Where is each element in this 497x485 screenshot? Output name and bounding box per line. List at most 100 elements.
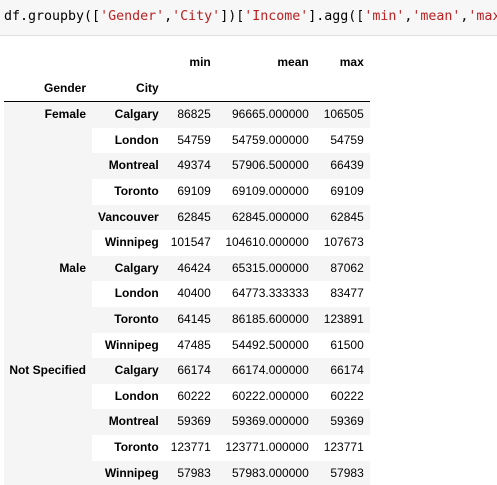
cell-mean: 57983.000000: [216, 460, 315, 485]
row-index-city: Toronto: [92, 306, 165, 333]
code-string-token: 'Gender': [100, 9, 165, 24]
code-token: ,: [460, 9, 469, 24]
table-row: Toronto 64145 86185.600000 123891: [4, 306, 370, 333]
header-blank: [92, 50, 165, 76]
code-string-token: 'mean': [412, 9, 461, 24]
row-index-city: Vancouver: [92, 204, 165, 231]
cell-max: 59369: [314, 409, 370, 435]
table-row: London 40400 64773.333333 83477: [4, 281, 370, 307]
cell-min: 49374: [164, 153, 217, 179]
row-index-city: Winnipeg: [104, 337, 159, 352]
row-index-gender: Male: [4, 255, 92, 359]
cell-mean: 86185.600000: [216, 306, 315, 333]
code-string-token: 'Income': [244, 9, 309, 24]
table-row: Montreal 59369 59369.000000 59369: [4, 409, 370, 435]
cell-max: 123891: [314, 306, 370, 333]
cell-min: 54759: [177, 132, 211, 147]
cell-max: 69109: [330, 183, 364, 198]
dataframe-body: Female Calgary 86825 96665.000000 106505 Lond…: [4, 101, 370, 485]
column-header-mean: mean: [277, 55, 309, 69]
table-row: Montreal 49374 57906.500000 66439: [4, 153, 370, 179]
cell-min: 86825: [164, 101, 217, 128]
table-row: Female Calgary 86825 96665.000000 106505: [4, 101, 370, 256]
cell-min: 60222: [177, 388, 211, 403]
row-index-city: Toronto: [114, 439, 159, 454]
table-row: Winnipeg 57983 57983.000000 57983: [4, 460, 370, 485]
cell-mean: 123771.000000: [225, 439, 309, 454]
cell-max: 87062: [314, 255, 370, 282]
code-token: ])[: [220, 9, 245, 24]
cell-mean: 104610.000000: [225, 235, 309, 250]
header-blank: [4, 50, 92, 76]
table-row: Toronto 123771 123771.000000 123771: [4, 435, 370, 461]
header-blank: [216, 75, 315, 103]
table-row: London 54759 54759.000000 54759: [4, 128, 370, 154]
cell-max: 62845: [314, 204, 370, 231]
column-header-row: min mean max: [4, 50, 370, 76]
table-row: Winnipeg 47485 54492.500000 61500: [4, 333, 370, 359]
cell-output: min mean max Gender City Female Calgary 86…: [0, 36, 497, 485]
cell-mean: 64773.333333: [232, 286, 309, 301]
cell-max: 83477: [330, 286, 364, 301]
cell-max: 54759: [330, 132, 364, 147]
row-index-gender: Female: [4, 101, 92, 256]
cell-max: 123771: [323, 439, 364, 454]
row-index-city: Calgary: [92, 358, 165, 384]
code-cell[interactable]: df.groupby(['Gender','City'])['Income'].…: [0, 0, 497, 36]
cell-min: 62845: [164, 204, 217, 231]
code-string-token: 'max': [468, 9, 497, 24]
row-index-city: London: [114, 286, 159, 301]
column-header-min: min: [189, 55, 211, 69]
row-index-city: London: [114, 132, 159, 147]
row-index-city: London: [114, 388, 159, 403]
index-name-city: City: [92, 75, 165, 103]
row-index-city: Montreal: [92, 153, 165, 179]
code-token: df.groupby([: [4, 9, 101, 24]
dataframe-table: min mean max Gender City Female Calgary 86…: [4, 50, 370, 485]
table-row: Toronto 69109 69109.000000 69109: [4, 179, 370, 205]
cell-max: 61500: [330, 337, 364, 352]
index-name-row: Gender City: [4, 75, 370, 103]
table-row: London 60222 60222.000000 60222: [4, 384, 370, 410]
cell-mean: 96665.000000: [216, 101, 315, 128]
code-string-token: 'min': [364, 9, 405, 24]
code-token: ,: [164, 9, 173, 24]
cell-min: 66174: [164, 358, 217, 384]
cell-min: 101547: [170, 235, 211, 250]
cell-mean: 69109.000000: [232, 183, 309, 198]
header-blank: [314, 75, 370, 103]
cell-min: 40400: [177, 286, 211, 301]
header-blank: [164, 75, 217, 103]
cell-max: 66174: [314, 358, 370, 384]
cell-mean: 66174.000000: [216, 358, 315, 384]
cell-min: 123771: [170, 439, 211, 454]
cell-max: 106505: [314, 101, 370, 128]
cell-max: 66439: [314, 153, 370, 179]
row-index-city: Montreal: [92, 409, 165, 435]
cell-mean: 62845.000000: [216, 204, 315, 231]
row-index-city: Winnipeg: [104, 235, 159, 250]
cell-mean: 60222.000000: [232, 388, 309, 403]
cell-mean: 57906.500000: [216, 153, 315, 179]
cell-max: 60222: [330, 388, 364, 403]
cell-mean: 54492.500000: [232, 337, 309, 352]
cell-min: 59369: [164, 409, 217, 435]
code-token: ].agg([: [308, 9, 365, 24]
cell-min: 57983: [164, 460, 217, 485]
table-row: Not Specified Calgary 66174 66174.000000 661…: [4, 358, 370, 485]
cell-max: 57983: [314, 460, 370, 485]
cell-min: 47485: [177, 337, 211, 352]
column-header-max: max: [339, 55, 364, 69]
cell-mean: 59369.000000: [216, 409, 315, 435]
table-row: Vancouver 62845 62845.000000 62845: [4, 204, 370, 231]
cell-min: 64145: [164, 306, 217, 333]
row-index-city: Winnipeg: [92, 460, 165, 485]
row-index-city: Calgary: [92, 101, 165, 128]
row-index-gender: Not Specified: [4, 358, 92, 485]
cell-max: 107673: [323, 235, 364, 250]
table-row: Winnipeg 101547 104610.000000 107673: [4, 230, 370, 256]
code-string-token: 'City': [172, 9, 221, 24]
table-row: Male Calgary 46424 65315.000000 87062: [4, 255, 370, 359]
cell-mean: 65315.000000: [216, 255, 315, 282]
